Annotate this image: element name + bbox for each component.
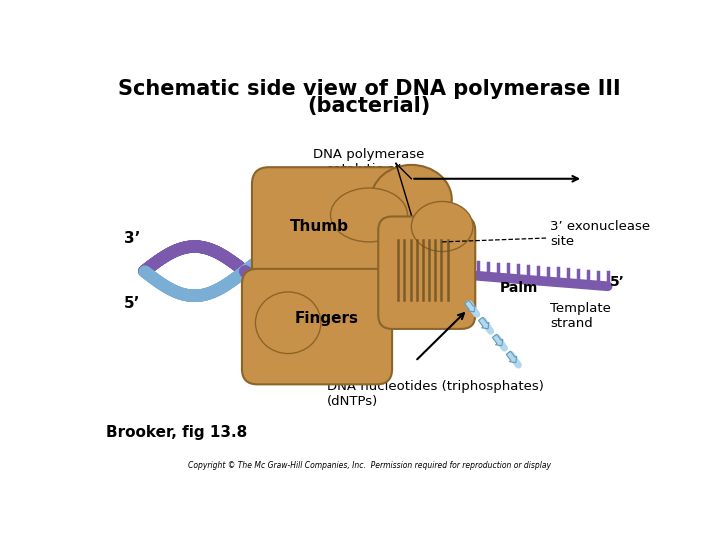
Text: 5’: 5’ (610, 275, 625, 289)
Text: DNA polymerase
catalytic site: DNA polymerase catalytic site (313, 148, 425, 176)
Text: 3’: 3’ (440, 293, 454, 307)
Text: Palm: Palm (500, 281, 539, 295)
Ellipse shape (371, 165, 451, 234)
FancyBboxPatch shape (242, 269, 392, 384)
Text: Brooker, fig 13.8: Brooker, fig 13.8 (106, 425, 247, 440)
Text: Fingers: Fingers (294, 312, 359, 326)
FancyArrow shape (492, 334, 503, 346)
FancyBboxPatch shape (378, 217, 475, 329)
Text: 5’: 5’ (124, 296, 140, 311)
Text: (bacterial): (bacterial) (307, 96, 431, 116)
FancyArrow shape (479, 318, 489, 329)
FancyArrow shape (464, 300, 475, 312)
Text: 3’ exonuclease
site: 3’ exonuclease site (550, 220, 650, 248)
Text: Schematic side view of DNA polymerase III: Schematic side view of DNA polymerase II… (117, 79, 621, 99)
FancyBboxPatch shape (252, 167, 405, 282)
Text: Incoming
DNA nucleotides (triphosphates)
(dNTPs): Incoming DNA nucleotides (triphosphates)… (327, 365, 544, 408)
Text: 3’: 3’ (124, 231, 140, 246)
Ellipse shape (256, 292, 321, 354)
Text: Template
strand: Template strand (550, 302, 611, 330)
Ellipse shape (411, 201, 473, 252)
Ellipse shape (330, 188, 408, 242)
Text: Thumb: Thumb (289, 219, 348, 234)
Text: Copyright © The Mc Graw-Hill Companies, Inc.  Permission required for reproducti: Copyright © The Mc Graw-Hill Companies, … (187, 461, 551, 470)
FancyArrow shape (506, 351, 517, 363)
